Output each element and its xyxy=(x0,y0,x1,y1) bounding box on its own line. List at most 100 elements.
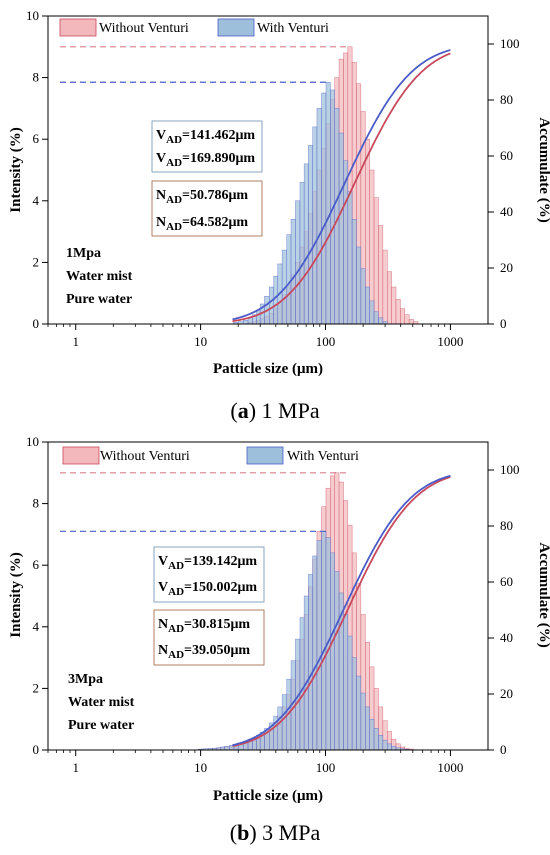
chart-a-condition-medium: Water mist xyxy=(66,269,133,284)
legend-label-with-venturi: With Venturi xyxy=(287,449,359,464)
y2-tick-label: 20 xyxy=(500,260,513,275)
with-venturi-bar xyxy=(351,219,357,325)
chart-b-frame xyxy=(47,441,489,751)
y2-tick-label: 100 xyxy=(500,462,520,477)
with-venturi-bar xyxy=(312,555,318,751)
without-venturi-cumulative-line xyxy=(232,476,451,747)
with-venturi-cumulative-line xyxy=(232,474,451,747)
chart-a-plot: 1 10 100 1000 0 2 4 6 8 10 0 20 40 60 80 100 xyxy=(26,8,520,349)
y-tick-label: 4 xyxy=(33,193,40,208)
without-venturi-bar xyxy=(400,308,406,325)
y-tick-label: 2 xyxy=(33,680,40,695)
with-venturi-bar xyxy=(281,694,288,751)
y-tick-label: 10 xyxy=(26,8,39,23)
nad-without-text: NAD=64.582μm xyxy=(156,215,248,233)
chart-b-x-ticks: 1 10 100 1000 xyxy=(47,750,463,775)
y2-tick-label: 20 xyxy=(500,686,513,701)
with-venturi-bar xyxy=(316,108,322,325)
with-venturi-bar xyxy=(347,635,353,751)
without-venturi-bar xyxy=(391,286,397,325)
with-venturi-bar xyxy=(373,311,379,325)
y-tick-label: 4 xyxy=(33,619,40,634)
y2-tick-label: 60 xyxy=(500,148,513,163)
with-venturi-bar xyxy=(290,219,296,325)
with-venturi-bar xyxy=(378,317,384,325)
with-venturi-bar xyxy=(299,182,305,325)
legend-swatch-with-venturi xyxy=(246,446,284,465)
with-venturi-bar xyxy=(351,657,357,751)
y-tick-label: 8 xyxy=(33,70,40,85)
with-venturi-bar xyxy=(308,145,313,325)
y2-tick-label: 60 xyxy=(500,574,513,589)
with-venturi-bar xyxy=(247,317,253,325)
chart-b-legend: Without Venturi With Venturi xyxy=(62,446,359,465)
with-venturi-bar xyxy=(243,320,249,325)
chart-b-vad-annotation-box: VAD=139.142μm VAD=150.002μm xyxy=(153,546,265,603)
with-venturi-bar xyxy=(303,163,309,325)
y-tick-label: 8 xyxy=(33,496,40,511)
y-tick-label: 10 xyxy=(26,434,39,449)
chart-b-condition-liquid: Pure water xyxy=(68,718,134,733)
with-venturi-bar xyxy=(356,675,362,751)
with-venturi-bar xyxy=(369,718,375,751)
legend-swatch-without-venturi xyxy=(59,18,97,37)
chart-a-svg: 1 10 100 1000 0 2 4 6 8 10 0 20 40 60 80 100 Patticle… xyxy=(8,8,550,423)
x-tick-label: 1000 xyxy=(437,334,463,349)
figure-panel-a: 1 10 100 1000 0 2 4 6 8 10 0 20 40 60 80 100 Patticle… xyxy=(8,8,550,423)
chart-a-y-axis-title: Intensity (%) xyxy=(8,127,24,212)
chart-b-peak-lines xyxy=(60,472,350,532)
chart-b-y2-ticks: 0 20 40 60 80 100 xyxy=(488,462,520,757)
panel-a-caption: (a) 1 MPa xyxy=(230,398,319,423)
panel-b-caption: (b) 3 MPa xyxy=(230,820,321,845)
without-venturi-bar xyxy=(408,319,414,325)
with-venturi-bar xyxy=(369,300,375,325)
chart-b-y2-axis-title: Accumulate (%) xyxy=(536,542,550,647)
with-venturi-bar xyxy=(295,200,301,325)
chart-a-condition-pressure: 1Mpa xyxy=(66,246,101,261)
chart-b-svg: 1 10 100 1000 0 2 4 6 8 10 0 20 40 60 80 100 Patticle… xyxy=(8,434,550,845)
y2-tick-label: 100 xyxy=(500,36,520,51)
x-tick-label: 1 xyxy=(72,334,79,349)
with-venturi-bar xyxy=(373,728,379,751)
with-venturi-bar xyxy=(308,574,313,751)
chart-a-frame xyxy=(47,15,489,325)
with-venturi-bar xyxy=(334,571,340,751)
chart-b-y-axis-title: Intensity (%) xyxy=(8,552,24,637)
without-venturi-bar xyxy=(382,249,388,325)
with-venturi-cumulative-line xyxy=(232,49,451,321)
without-venturi-bar xyxy=(387,271,392,325)
chart-b-plot: 1 10 100 1000 0 2 4 6 8 10 0 20 40 60 80 100 xyxy=(26,434,520,775)
with-venturi-bar xyxy=(273,276,279,325)
legend-label-with-venturi: With Venturi xyxy=(257,21,329,36)
with-venturi-bar xyxy=(312,126,318,325)
chart-a-cumulative-lines xyxy=(232,49,451,323)
y2-tick-label: 40 xyxy=(500,630,513,645)
with-venturi-bar xyxy=(325,81,331,325)
y2-tick-label: 40 xyxy=(500,204,513,219)
with-venturi-bar xyxy=(338,132,344,325)
with-venturi-bar xyxy=(286,234,292,325)
y-tick-label: 6 xyxy=(33,557,40,572)
with-venturi-bar xyxy=(321,531,327,751)
legend-label-without-venturi: Without Venturi xyxy=(100,449,190,464)
with-venturi-bar xyxy=(299,617,305,751)
chart-b-x-axis-title: Patticle size (μm) xyxy=(213,788,323,804)
without-venturi-bar xyxy=(373,197,379,325)
with-venturi-bar xyxy=(256,309,261,325)
x-tick-label: 10 xyxy=(194,334,207,349)
chart-a-y-ticks: 0 2 4 6 8 10 xyxy=(26,8,48,331)
without-venturi-bar xyxy=(378,225,384,325)
chart-a-y2-ticks: 0 20 40 60 80 100 xyxy=(488,36,520,331)
with-venturi-bar xyxy=(330,552,335,751)
nad-with-text: NAD=30.815μm xyxy=(158,617,250,635)
chart-b-condition-medium: Water mist xyxy=(68,695,135,710)
chart-a-x-ticks: 1 10 100 1000 xyxy=(47,324,463,349)
y-tick-label: 2 xyxy=(33,254,40,269)
chart-b-y-ticks: 0 2 4 6 8 10 xyxy=(26,434,48,757)
vad-with-text: VAD=141.462μm xyxy=(156,128,255,146)
vad-without-text: VAD=150.002μm xyxy=(158,580,257,598)
with-venturi-bar xyxy=(360,268,366,325)
chart-a-vad-annotation-box: VAD=141.462μm VAD=169.890μm xyxy=(151,120,263,173)
x-tick-label: 1000 xyxy=(437,760,463,775)
chart-b-cumulative-lines xyxy=(232,474,451,747)
